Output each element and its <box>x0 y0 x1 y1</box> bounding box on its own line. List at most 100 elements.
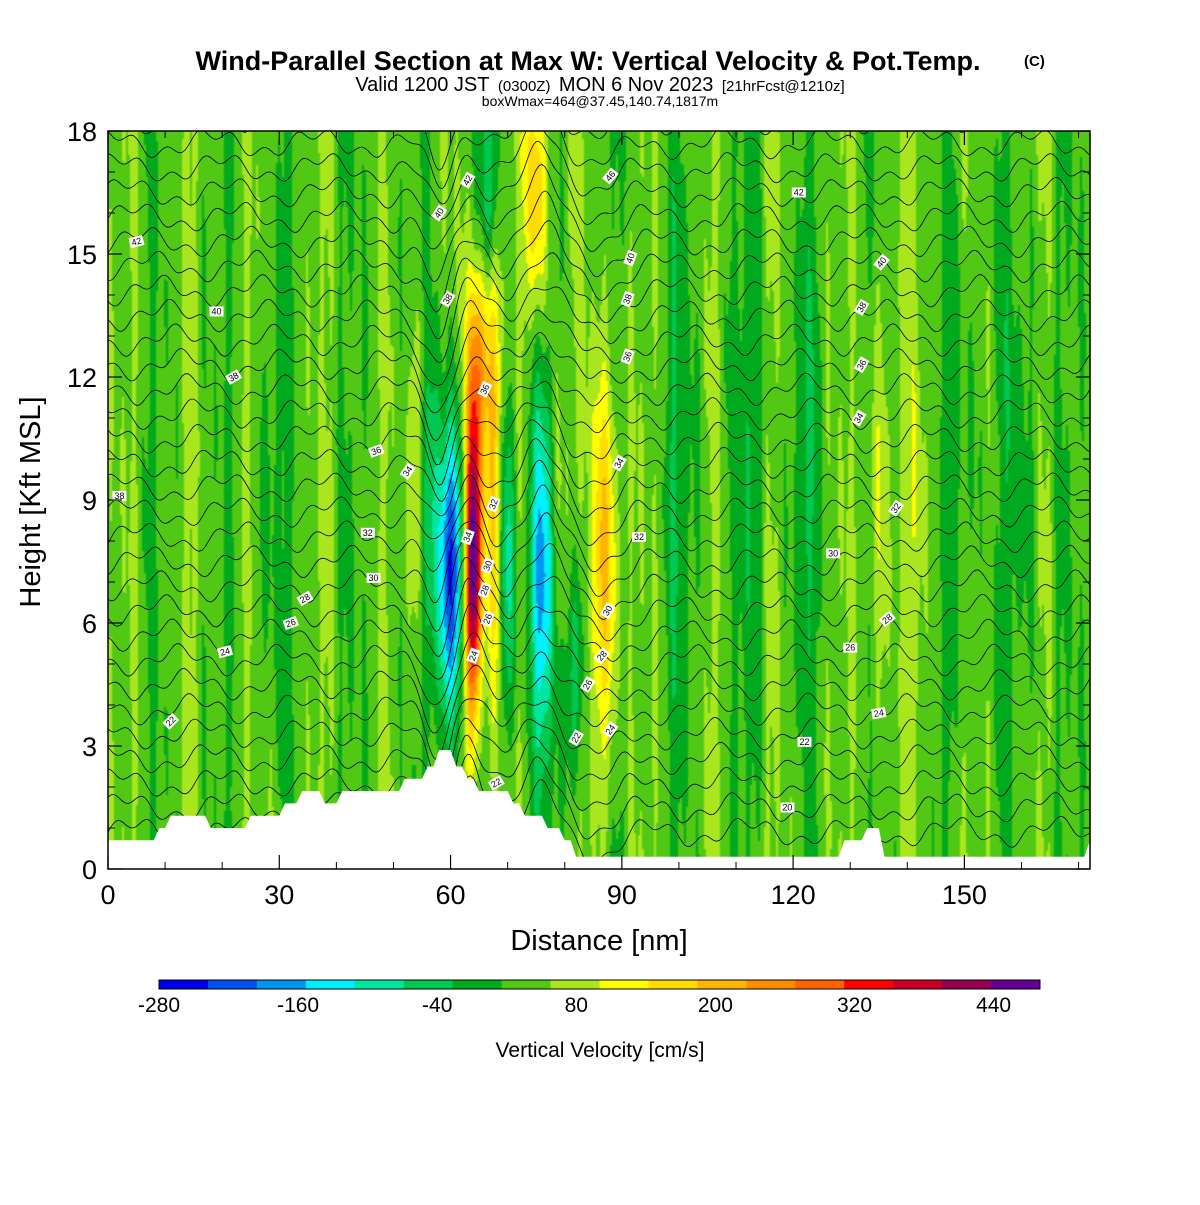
contour-label-bg <box>632 531 646 542</box>
colorbar-swatch <box>795 980 845 989</box>
theta-contour-line <box>108 734 1090 814</box>
contour-label: 32 <box>360 527 375 538</box>
contour-label-text: 36 <box>370 444 383 457</box>
x-tick-label: 120 <box>771 880 816 910</box>
theta-contour-line <box>108 484 1090 573</box>
y-tick-label: 6 <box>82 609 97 639</box>
contour-label-text: 32 <box>634 532 644 542</box>
contour-label-text: 24 <box>873 707 885 719</box>
y-axis-label: Height [Kft MSL] <box>15 396 47 607</box>
contour-label: 24 <box>871 707 887 720</box>
y-tick-label: 9 <box>82 486 97 516</box>
contour-label: 32 <box>632 531 646 542</box>
colorbar-label: 80 <box>565 994 588 1017</box>
chart-title: Wind-Parallel Section at Max W: Vertical… <box>196 46 981 76</box>
contour-label-text: 26 <box>284 617 297 630</box>
contour-label-bg <box>843 642 858 653</box>
theta-contour-line <box>108 632 1090 734</box>
contour-labels: 4240383836343230282624224240383634323028… <box>112 167 905 813</box>
contour-label-bg <box>477 581 492 599</box>
contour-label: 38 <box>853 298 870 316</box>
colorbar-swatch <box>991 980 1041 989</box>
colorbar-swatch <box>648 980 698 989</box>
terrain <box>108 750 1090 869</box>
contour-label-text: 36 <box>855 358 869 372</box>
y-tick-label: 3 <box>82 732 97 762</box>
contour-label: 42 <box>459 171 476 189</box>
contour-label-bg <box>112 490 127 501</box>
contour-label-text: 32 <box>889 501 903 515</box>
colorbar-label: 440 <box>976 994 1011 1017</box>
theta-contour-line <box>108 512 1090 603</box>
contour-label-bg <box>368 443 385 458</box>
contour-label-text: 40 <box>624 252 637 265</box>
contour-label-text: 24 <box>467 649 480 662</box>
contour-label-bg <box>873 253 890 271</box>
contour-label-text: 38 <box>114 491 124 501</box>
theta-contour-line <box>108 753 1090 840</box>
colorbar-label: 320 <box>837 994 872 1017</box>
colorbar-frame <box>158 979 1041 990</box>
y-tick-label: 18 <box>67 117 97 147</box>
theta-contour-line <box>108 602 1090 705</box>
contour-label: 36 <box>477 380 493 398</box>
x-tick-label: 150 <box>942 880 987 910</box>
forecast-info: [21hrFcst@1210z] <box>722 78 845 95</box>
theta-contour-line <box>108 664 1090 761</box>
theta-contour-line <box>108 220 1090 313</box>
contour-label: 32 <box>486 495 501 513</box>
contour-label-bg <box>878 610 896 628</box>
colorbar-swatch <box>599 980 649 989</box>
contour-label: 38 <box>439 290 456 308</box>
contour-label-text: 30 <box>368 573 378 583</box>
y-tick-label: 15 <box>67 240 97 270</box>
contour-label-text: 38 <box>227 370 241 384</box>
contour-label-bg <box>579 675 596 694</box>
contour-label-text: 28 <box>298 592 312 606</box>
contour-label-text: 28 <box>880 612 894 626</box>
contour-label-bg <box>486 495 501 513</box>
theta-contour-line <box>108 717 1090 800</box>
contour-label-bg <box>128 235 145 249</box>
contour-label-text: 26 <box>845 643 855 653</box>
contour-label-bg <box>602 167 619 185</box>
colorbar-swatch <box>354 980 405 989</box>
contour-label: 24 <box>602 720 619 739</box>
contour-label-text: 30 <box>601 604 615 618</box>
contour-label-bg <box>853 298 870 316</box>
contour-label-text: 20 <box>782 803 792 813</box>
contour-label: 22 <box>487 775 505 791</box>
theta-contour-line <box>108 577 1090 680</box>
contour-label-bg <box>439 290 456 308</box>
theta-contour-line <box>108 299 1090 386</box>
contour-label-text: 24 <box>219 646 231 658</box>
potential-temperature-contours <box>108 131 1090 867</box>
contour-label-bg <box>460 528 475 546</box>
contour-label-bg <box>780 802 795 813</box>
contour-label-bg <box>480 610 495 628</box>
contour-label: 40 <box>430 204 448 222</box>
theta-contour-line <box>108 459 1090 546</box>
vertical-velocity-field <box>108 131 1090 869</box>
contour-label: 34 <box>460 528 475 546</box>
contour-label-text: 22 <box>569 731 583 745</box>
theta-contour-line <box>141 131 1090 171</box>
valid-prefix: Valid 1200 JST <box>355 74 489 96</box>
contour-label-text: 40 <box>875 255 889 269</box>
x-tick-label: 60 <box>436 880 466 910</box>
contour-label-bg <box>850 409 867 427</box>
contour-label-text: 42 <box>130 236 142 248</box>
contour-label-text: 34 <box>401 464 415 478</box>
colorbar-swatch <box>305 980 356 989</box>
contour-label-text: 34 <box>852 411 866 425</box>
colorbar-swatch <box>256 980 307 989</box>
theta-contour-line <box>108 556 1090 657</box>
contour-label-bg <box>282 615 299 631</box>
contour-label: 22 <box>797 736 812 747</box>
contour-label: 30 <box>480 557 495 574</box>
colorbar-swatch <box>159 980 209 989</box>
contour-label-bg <box>871 707 887 720</box>
contour-label: 26 <box>282 615 299 631</box>
x-tick-label: 90 <box>607 880 637 910</box>
